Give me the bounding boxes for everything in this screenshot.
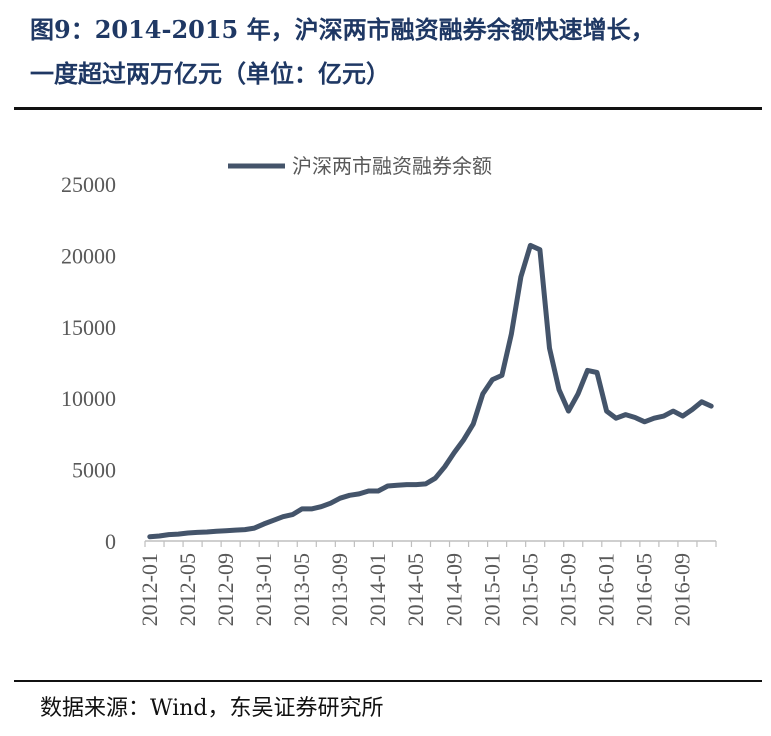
line-chart: 0 5000 10000 15000 20000 25000 2012-01 2012-05 2… — [61, 154, 717, 626]
source-note: 数据来源：Wind，东吴证券研究所 — [40, 696, 384, 721]
x-tick-label: 2012-05 — [175, 553, 200, 626]
x-tick-label: 2015-09 — [555, 553, 580, 626]
x-tick-label: 2013-01 — [251, 553, 276, 626]
figure-title: 图9：2014-2015 年，沪深两市融资融券余额快速增长， 一度超过两万亿元（… — [30, 8, 760, 96]
title-line-2: 一度超过两万亿元（单位：亿元） — [30, 59, 390, 88]
series-line — [147, 242, 714, 540]
legend-label: 沪深两市融资融券余额 — [292, 154, 492, 178]
x-tick-label: 2012-01 — [137, 553, 162, 626]
x-tick-label: 2016-01 — [594, 553, 619, 626]
y-tick-label: 0 — [105, 529, 116, 554]
title-line-1: 图9：2014-2015 年，沪深两市融资融券余额快速增长， — [30, 15, 655, 44]
x-tick-label: 2014-01 — [365, 553, 390, 626]
x-tick-label: 2014-05 — [403, 553, 428, 626]
bottom-rule — [14, 680, 762, 682]
x-tick-label: 2016-09 — [670, 553, 695, 626]
x-tick-label: 2015-05 — [517, 553, 542, 626]
y-tick-label: 15000 — [61, 315, 116, 340]
x-tick-label: 2014-09 — [441, 553, 466, 626]
x-tick-label: 2012-09 — [213, 553, 238, 626]
y-tick-label: 5000 — [72, 458, 116, 483]
x-tick-label: 2016-05 — [632, 553, 657, 626]
x-tick-label: 2015-01 — [479, 553, 504, 626]
y-tick-label: 10000 — [61, 386, 116, 411]
x-tick-label: 2013-09 — [327, 553, 352, 626]
y-tick-label: 20000 — [61, 243, 116, 268]
x-tick-label: 2013-05 — [289, 553, 314, 626]
top-rule — [14, 107, 762, 110]
y-tick-label: 25000 — [61, 172, 116, 197]
